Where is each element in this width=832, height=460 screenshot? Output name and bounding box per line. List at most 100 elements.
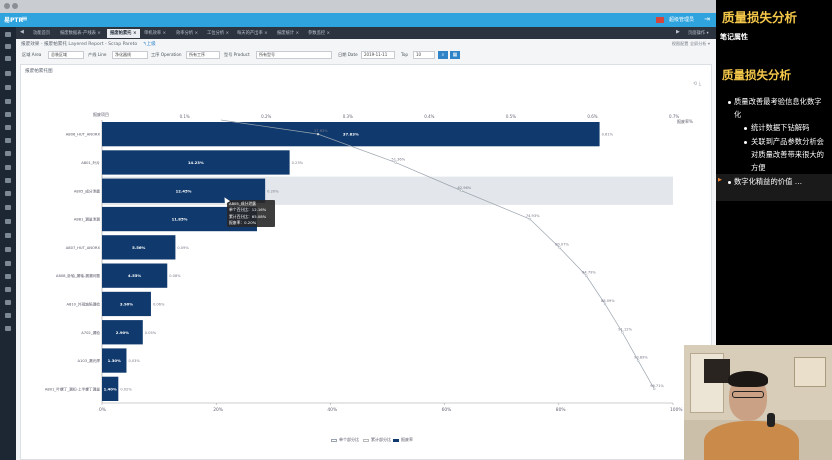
area-select[interactable]: 总装区域 [48, 51, 84, 59]
microphone-icon [767, 413, 775, 427]
legend-rate[interactable]: 报废率 [393, 437, 413, 443]
view-options[interactable]: 视图配置 全屏分析 ▾ [671, 41, 710, 46]
search-button[interactable]: ⌕ [438, 51, 448, 59]
chart-icon[interactable] [5, 99, 11, 104]
clock-icon[interactable] [5, 205, 11, 210]
rate-label: 0.23% [292, 161, 304, 165]
app-logo: 易PTR [4, 17, 24, 24]
print-icon[interactable] [5, 326, 11, 331]
category-label: A805_成分泄露 [74, 188, 100, 193]
cam-photo-frame [704, 359, 730, 383]
operation-select[interactable]: 所有工序 [186, 51, 220, 59]
x-tick-label: 100% [670, 407, 683, 413]
bell-icon[interactable] [5, 274, 11, 279]
top-select[interactable]: 10 [413, 51, 435, 59]
tab-param-monitor[interactable]: 参数监控 × [308, 31, 331, 36]
slide-bullet-2: 数字化精益的价值 … [734, 177, 802, 186]
slide-section-title: 质量损失分析 [722, 68, 791, 82]
legend-swatch [393, 438, 399, 442]
legend-cumulative[interactable]: 累计部分比 [363, 437, 391, 443]
legend-label: 累计部分比 [371, 437, 391, 442]
bar [102, 122, 600, 147]
bar [102, 263, 168, 288]
rate-label: 0.09% [177, 246, 189, 250]
pin-icon[interactable] [5, 191, 11, 196]
tab-efficiency[interactable]: 效率分析 × [176, 31, 199, 36]
line-label: 产线 Line [88, 52, 107, 57]
bar-value-label: 2.90% [116, 330, 129, 335]
slide-subbullet-2: 关联到产品参数分析会对质量改善带来很大的方便 [751, 137, 824, 172]
edit-icon[interactable] [5, 44, 11, 49]
tab-scrap-table[interactable]: 报废数据表-产线表 × [60, 31, 101, 36]
top-label: Top [401, 52, 409, 57]
tab-home[interactable]: 功能首页 [33, 31, 51, 36]
tag-icon[interactable] [5, 247, 11, 252]
tooltip-single: 单个百分比：12.16% [229, 207, 267, 213]
tab-daily-output[interactable]: 每天的产出率 × [237, 31, 268, 36]
table-icon[interactable] [5, 138, 11, 143]
category-label: A810_外观缺陷漏检 [66, 301, 100, 306]
bullet-icon [744, 141, 747, 144]
user-menu[interactable]: 超级管理员 [668, 17, 694, 23]
legend-single[interactable]: 单个部分比 [331, 437, 359, 443]
slide-subbullet-1: 统计数据下钻解码 [751, 123, 810, 132]
tab-unit-efficiency[interactable]: 单机效率 × [144, 31, 167, 36]
cumulative-point [460, 189, 463, 192]
cumulative-point [557, 246, 561, 249]
chart-panel: 报废帕累托图 ⟲ ⤓ 报废项目 报废率% 0.1% 0.2% 0.3% 0.4% 0.5% 0… [20, 64, 712, 460]
bullet-icon [744, 127, 747, 130]
top-tick-label: 0.4% [424, 114, 434, 119]
bar [102, 376, 119, 401]
table-icon-2[interactable] [5, 151, 11, 156]
presenter-body [704, 421, 799, 460]
shield-icon[interactable] [5, 112, 11, 117]
tab-next-icon[interactable]: ▶ [676, 29, 680, 35]
bar [102, 348, 127, 373]
cube-icon[interactable] [5, 233, 11, 238]
cumulative-label: 88.09% [601, 299, 615, 303]
cumulative-label: 93.89% [634, 356, 648, 360]
rate-label: 0.20% [267, 189, 279, 193]
page-actions-menu[interactable]: 页面操作 ▾ [688, 31, 709, 36]
user-icon[interactable] [5, 300, 11, 305]
rate-label: 0.03% [128, 359, 140, 363]
bar-value-label: 4.55% [128, 273, 141, 278]
eye-icon[interactable] [5, 71, 11, 76]
bar [102, 178, 266, 203]
exit-icon[interactable]: ⇥ [704, 15, 710, 23]
chart-tools[interactable]: ⟲ ⤓ [693, 81, 701, 87]
category-label: A881_漏量泄漏 [74, 217, 100, 222]
date-input[interactable]: 2019-11-11 [361, 51, 395, 59]
gear-icon-2[interactable] [5, 287, 11, 292]
settings-icon[interactable] [5, 178, 11, 183]
share-icon[interactable] [5, 313, 11, 318]
list-icon-2[interactable] [5, 165, 11, 170]
back-link[interactable]: ↰上级 [142, 42, 156, 47]
bar [102, 235, 176, 260]
top-tick-label: 0.7% [669, 114, 679, 119]
window-close-dot[interactable] [4, 3, 10, 9]
cumulative-label: 62.96% [458, 186, 472, 190]
browser-window: 易PTR ≡ 超级管理员 ⇥ ◀ 功能首页 报废数据表-产线表 × 报废帕累 [0, 0, 716, 460]
tab-prev-icon[interactable]: ◀ [20, 29, 24, 35]
tab-scrap-pareto[interactable]: 报废帕累托 × [107, 29, 140, 38]
window-min-dot[interactable] [12, 3, 18, 9]
panel-title: 报废帕累托图 [25, 69, 53, 74]
product-select[interactable]: 所有型号 [256, 51, 332, 59]
tab-station[interactable]: 工位分析 × [207, 31, 230, 36]
tab-scrap-stats[interactable]: 报废统计 × [277, 31, 300, 36]
eye-icon-2[interactable] [5, 85, 11, 90]
bar-chart-icon[interactable] [5, 261, 11, 266]
bar-value-label: 12.45% [176, 188, 192, 193]
home-icon[interactable] [5, 32, 11, 37]
gear-icon[interactable] [5, 219, 11, 224]
flag-icon[interactable] [656, 17, 664, 23]
line-select[interactable]: 净化器线 [112, 51, 148, 59]
breadcrumb: 报废效果 - 报废帕累托 Layered Report - Scrap Pare… [21, 41, 156, 47]
menu-icon[interactable]: ≡ [21, 14, 28, 23]
table-view-button[interactable]: ▦ [450, 51, 460, 59]
grid-icon[interactable] [5, 125, 11, 130]
rate-label: 0.06% [153, 302, 165, 306]
list-icon[interactable] [5, 56, 11, 61]
